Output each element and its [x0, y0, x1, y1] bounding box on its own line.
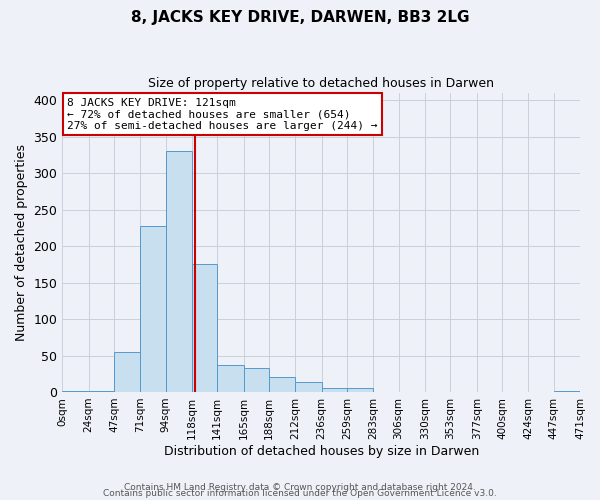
- Bar: [295, 382, 322, 392]
- Bar: [347, 388, 373, 392]
- Y-axis label: Number of detached properties: Number of detached properties: [15, 144, 28, 341]
- Text: Contains public sector information licensed under the Open Government Licence v3: Contains public sector information licen…: [103, 490, 497, 498]
- Bar: [217, 365, 244, 392]
- Bar: [114, 352, 140, 392]
- Text: 8 JACKS KEY DRIVE: 121sqm
← 72% of detached houses are smaller (654)
27% of semi: 8 JACKS KEY DRIVE: 121sqm ← 72% of detac…: [67, 98, 378, 130]
- Text: 8, JACKS KEY DRIVE, DARWEN, BB3 2LG: 8, JACKS KEY DRIVE, DARWEN, BB3 2LG: [131, 10, 469, 25]
- Bar: [244, 368, 269, 392]
- Bar: [62, 391, 89, 392]
- Bar: [192, 264, 217, 392]
- Bar: [554, 390, 580, 392]
- X-axis label: Distribution of detached houses by size in Darwen: Distribution of detached houses by size …: [164, 444, 479, 458]
- Bar: [322, 388, 347, 392]
- Text: Contains HM Land Registry data © Crown copyright and database right 2024.: Contains HM Land Registry data © Crown c…: [124, 484, 476, 492]
- Bar: [269, 378, 295, 392]
- Title: Size of property relative to detached houses in Darwen: Size of property relative to detached ho…: [148, 78, 494, 90]
- Bar: [166, 152, 192, 392]
- Bar: [89, 391, 114, 392]
- Bar: [140, 226, 166, 392]
